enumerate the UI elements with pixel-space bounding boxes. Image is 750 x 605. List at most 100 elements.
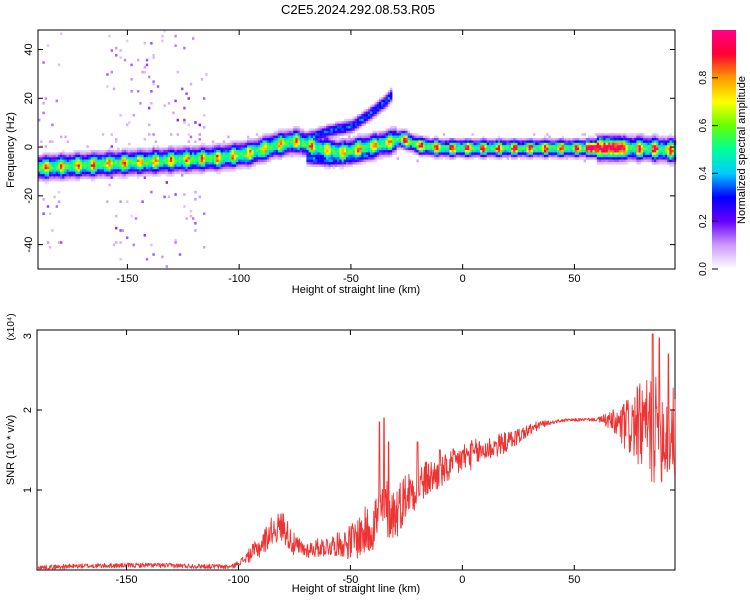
spectrogram-cell (632, 152, 635, 155)
spectrogram-cell (121, 166, 124, 170)
spectrogram-cell (152, 80, 155, 83)
spectrogram-cell (636, 154, 639, 158)
spectrogram-cell (550, 142, 553, 146)
spectrogram-cell (198, 123, 201, 127)
spectrogram-cell (614, 133, 617, 136)
spectrogram-cell (475, 147, 479, 151)
spectrogram-cell (174, 157, 177, 160)
spectrogram-cell (229, 145, 232, 148)
spectrogram-cell (115, 226, 118, 230)
spectrogram-cell (137, 164, 140, 167)
spectrogram-cell (328, 166, 331, 170)
spectrogram-cell (343, 159, 347, 163)
spectrogram-cell (106, 176, 109, 179)
spectrogram-cell (106, 200, 109, 203)
spectrogram-cell (172, 150, 175, 153)
spectrogram-cell (66, 152, 69, 155)
spectrogram-cell (348, 126, 351, 129)
spectrogram-cell (526, 142, 529, 146)
spectrogram-cell (473, 138, 476, 141)
spectrogram-cell (148, 169, 151, 172)
spectrogram-cell (253, 162, 256, 165)
spectrogram-cell (541, 147, 545, 151)
spectrogram-cell (484, 157, 487, 160)
spectrogram-cell (350, 145, 353, 148)
spectrogram-cell (372, 114, 375, 117)
spectrogram-cell (198, 159, 201, 163)
spectrogram-cell (38, 174, 41, 177)
spectrogram-cell (412, 145, 415, 148)
spectrogram-cell (306, 133, 309, 136)
spectrogram-cell (537, 140, 540, 143)
spectrogram-cell (286, 147, 289, 151)
spectrogram-cell (108, 157, 111, 160)
spectrogram-cell (354, 135, 358, 139)
spectrogram-cell (97, 171, 100, 175)
spectrogram-cell (370, 109, 373, 112)
spectrogram-cell (372, 147, 375, 151)
spectrogram-cell (361, 147, 364, 151)
spectrogram-cell (517, 150, 520, 153)
spectrogram-cell (456, 147, 459, 151)
spectrogram-cell (218, 162, 221, 165)
spectrogram-cell (497, 138, 501, 141)
spectrogram-cell (108, 147, 111, 151)
spectrogram-cell (541, 150, 545, 153)
spectrogram-cell (317, 164, 320, 167)
spectrogram-cell (196, 162, 199, 165)
spectrogram-cell (405, 138, 408, 141)
spectrogram-cell (627, 147, 630, 151)
spectrogram-cell (363, 142, 366, 146)
spectrogram-cell (368, 133, 371, 136)
spectrogram-cell (308, 135, 311, 139)
spectrogram-cell (187, 152, 190, 155)
spectrogram-cell (198, 152, 201, 155)
spectrogram-cell (359, 121, 362, 124)
spectrogram-cell (308, 164, 311, 167)
spectrogram-cell (629, 150, 633, 153)
spectrogram-cell (407, 138, 410, 141)
spectrogram-cell (638, 145, 641, 148)
spectrogram-cell (557, 154, 560, 158)
spectrogram-cell (150, 102, 153, 105)
spectrogram-cell (302, 128, 305, 131)
spectrogram-cell (233, 166, 237, 170)
spectrogram-cell (348, 162, 351, 165)
spectrogram-cell (332, 162, 336, 165)
spectrogram-cell (53, 154, 56, 158)
spectrogram-cell (588, 135, 591, 139)
spectrogram-cell (365, 159, 369, 163)
spectrogram-cell (440, 140, 443, 143)
spectrogram-cell (363, 145, 366, 148)
spectrogram-cell (354, 150, 358, 153)
spectrogram-cell (156, 147, 160, 151)
spectrogram-cell (535, 145, 538, 148)
spectrogram-cell (372, 104, 375, 107)
spectrogram-cell (141, 152, 144, 155)
spectrogram-cell (335, 135, 338, 139)
spectrogram-cell (152, 56, 155, 59)
spectrogram-cell (172, 159, 175, 163)
spectrogram-cell (308, 133, 311, 136)
spectrogram-cell (453, 154, 457, 158)
spectrogram-cell (310, 154, 314, 158)
spectrogram-cell (262, 138, 265, 141)
spectrogram-cell (88, 174, 91, 177)
spectrogram-cell (337, 123, 340, 127)
spectrogram-cell (572, 147, 575, 151)
spectrogram-cell (359, 126, 362, 129)
spectrogram-cell (425, 147, 428, 151)
spectrogram-cell (328, 142, 331, 146)
spectrogram-cell (93, 166, 96, 170)
spectrogram-cell (97, 159, 100, 163)
spectrogram-cell (385, 140, 388, 143)
spectrogram-cell (321, 126, 325, 129)
spectrogram-cell (535, 142, 538, 146)
spectrogram-cell (117, 166, 120, 170)
spectrogram-cell (445, 138, 448, 141)
spectrogram-cell (656, 159, 659, 163)
spectrogram-cell (66, 157, 69, 160)
spectrogram-cell (447, 142, 450, 146)
spectrogram-cell (462, 150, 465, 153)
spectrogram-cell (115, 159, 118, 163)
